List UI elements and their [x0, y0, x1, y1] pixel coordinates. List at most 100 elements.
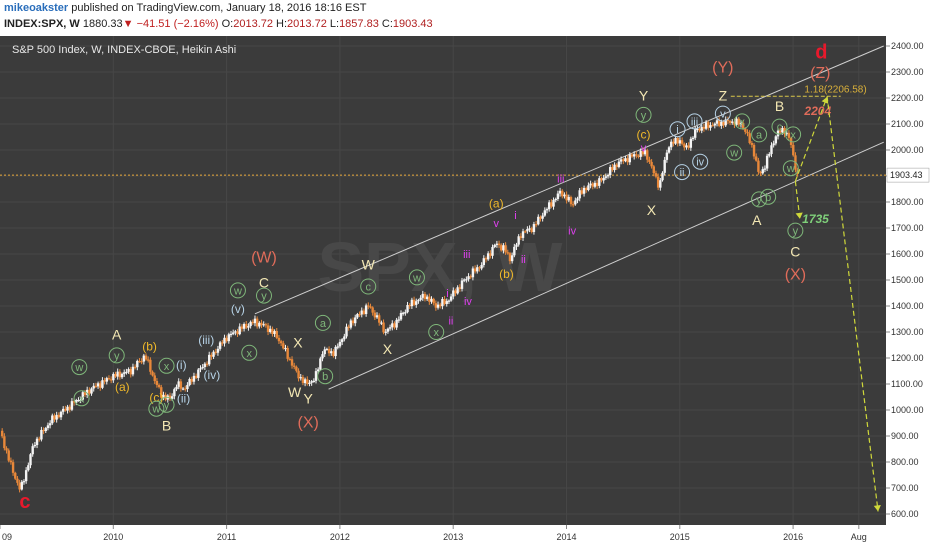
candle-body [656, 176, 660, 188]
candle-body [386, 328, 390, 332]
price-tick-label: 900.00 [891, 431, 919, 441]
candle-body [691, 137, 695, 139]
candle-body [221, 342, 224, 344]
candle-body [582, 187, 586, 194]
candle-body [604, 176, 608, 178]
wave-label-ring [158, 357, 175, 374]
wave-label: (W) [251, 249, 277, 266]
candle-body [225, 337, 228, 342]
candle-body [216, 348, 220, 353]
candle-body [175, 386, 178, 390]
projection-line-2[interactable] [794, 181, 801, 219]
candle-body [203, 363, 207, 367]
channel-line-upper[interactable] [254, 45, 884, 315]
candle-body [473, 268, 477, 272]
candle-body [685, 145, 688, 148]
candle-body [693, 129, 697, 138]
candle-body [436, 304, 440, 308]
candle-body [194, 375, 198, 378]
candle-body [654, 173, 658, 177]
candle-body [282, 343, 285, 349]
candle-body [510, 255, 514, 262]
wave-label-ring [317, 368, 334, 385]
target-label-low: 1735 [802, 212, 829, 226]
candle-body [441, 299, 444, 307]
projection-arrowhead [795, 212, 803, 219]
candle-body [534, 224, 538, 226]
projection-line-3[interactable] [826, 96, 879, 512]
candle-body [663, 159, 666, 173]
candle-body [354, 317, 357, 324]
price-tick-label: 2100.00 [891, 119, 924, 129]
wave-label: i [676, 124, 678, 136]
candle-body [245, 323, 248, 328]
wave-label: x [790, 129, 796, 141]
candle-body [210, 354, 213, 357]
wave-label: v [720, 109, 726, 121]
candle-body [526, 229, 529, 232]
candle-body [419, 297, 422, 300]
wave-label-ring [148, 400, 165, 417]
price-axis[interactable]: 2400.002300.002200.002100.002000.001900.… [886, 41, 924, 519]
wave-label: y [164, 400, 170, 412]
wave-label: y [793, 226, 799, 238]
author-link[interactable]: mikeoakster [4, 2, 69, 14]
candle-body [598, 178, 601, 186]
candle-body [275, 330, 278, 338]
price-chart[interactable]: SPX, W 1.18(2206.58) 2204 1735 c w x Ay (a) (b)… [0, 36, 932, 550]
fib-extension[interactable]: 1.18(2206.58) 2204 1735 [730, 84, 867, 226]
candle-body [558, 190, 562, 194]
candle-body [399, 312, 403, 320]
candle-body [639, 150, 642, 157]
candle-body [576, 198, 579, 201]
candle-body [687, 145, 690, 148]
candle-body [327, 348, 331, 354]
candle-body [177, 381, 180, 387]
projection-paths[interactable] [794, 96, 881, 512]
candle-body [77, 399, 80, 402]
candle-body [129, 369, 132, 375]
wave-label-ring [108, 347, 125, 364]
wave-label-ring [360, 278, 377, 295]
wave-label: (a) [489, 197, 504, 211]
candle-body [24, 470, 28, 482]
candle-body [120, 373, 124, 378]
candle-body [622, 159, 625, 162]
candle-body [162, 394, 165, 398]
candle-body [70, 401, 74, 410]
chart-title: S&P 500 Index, W, INDEX-CBOE, Heikin Ash… [12, 44, 237, 56]
candle-body [214, 351, 217, 353]
candle-body [27, 465, 30, 471]
time-tick-label: 2015 [670, 532, 690, 542]
channel-line-lower[interactable] [328, 141, 884, 390]
wave-label: C [790, 243, 800, 259]
candle-body [332, 351, 335, 357]
candle-body [57, 414, 61, 418]
candle-body [140, 361, 143, 363]
wave-label: W [288, 384, 302, 400]
candle-body [33, 445, 37, 447]
projection-arrowhead [821, 96, 829, 104]
candle-body [90, 388, 93, 394]
trend-channel[interactable] [254, 45, 884, 390]
publish-info: published on TradingView.com, January 18… [71, 2, 367, 14]
candle-body [190, 378, 193, 382]
price-tick-label: 1200.00 [891, 353, 924, 363]
candle-body [530, 228, 533, 232]
candle-body [201, 366, 204, 369]
wave-label: b [322, 371, 328, 383]
wave-label: C [259, 275, 269, 291]
candle-body [476, 267, 479, 272]
projection-line-1[interactable] [794, 96, 828, 182]
candle-body [678, 140, 682, 144]
candle-body [393, 323, 396, 328]
candle-body [698, 128, 701, 131]
candle-body [83, 392, 87, 395]
time-axis[interactable]: 09 2010 2011 2012 2013 2014 2015 2016 Aug [0, 525, 867, 542]
candle-body [680, 140, 684, 144]
wave-label: ii [448, 315, 453, 327]
time-tick-label: 09 [2, 532, 12, 542]
wave-label: x [433, 327, 439, 339]
candle-body [199, 368, 202, 370]
price-tick-label: 1700.00 [891, 223, 924, 233]
